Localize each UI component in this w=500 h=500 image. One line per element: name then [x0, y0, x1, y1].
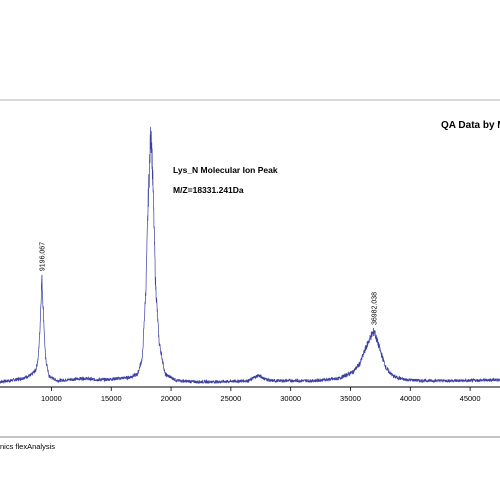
- chart-title: QA Data by M: [441, 120, 500, 131]
- spectrum-line: [0, 126, 500, 385]
- x-tick-label: 25000: [220, 394, 241, 403]
- x-tick-label: 40000: [400, 394, 421, 403]
- x-tick-label: 10000: [41, 394, 62, 403]
- series-group: [0, 126, 500, 385]
- peak-label: 9196.067: [39, 242, 46, 271]
- peak-label: 36982.038: [372, 292, 379, 325]
- annotation-mz: M/Z=18331.241Da: [173, 185, 244, 195]
- x-tick-label: 35000: [340, 394, 361, 403]
- x-tick-label: 20000: [161, 394, 182, 403]
- annotation-molecule: Lys_N Molecular Ion Peak: [173, 165, 278, 175]
- x-tick-label: 45000: [460, 394, 481, 403]
- footer-text: nics flexAnalysis: [0, 442, 55, 451]
- x-tick-label: 30000: [280, 394, 301, 403]
- peak-labels: 9196.067 36982.038: [39, 242, 378, 325]
- x-tick-label: 15000: [101, 394, 122, 403]
- x-axis-ticks: 10000 15000 20000 25000 30000 35000 40000 45000: [41, 387, 481, 403]
